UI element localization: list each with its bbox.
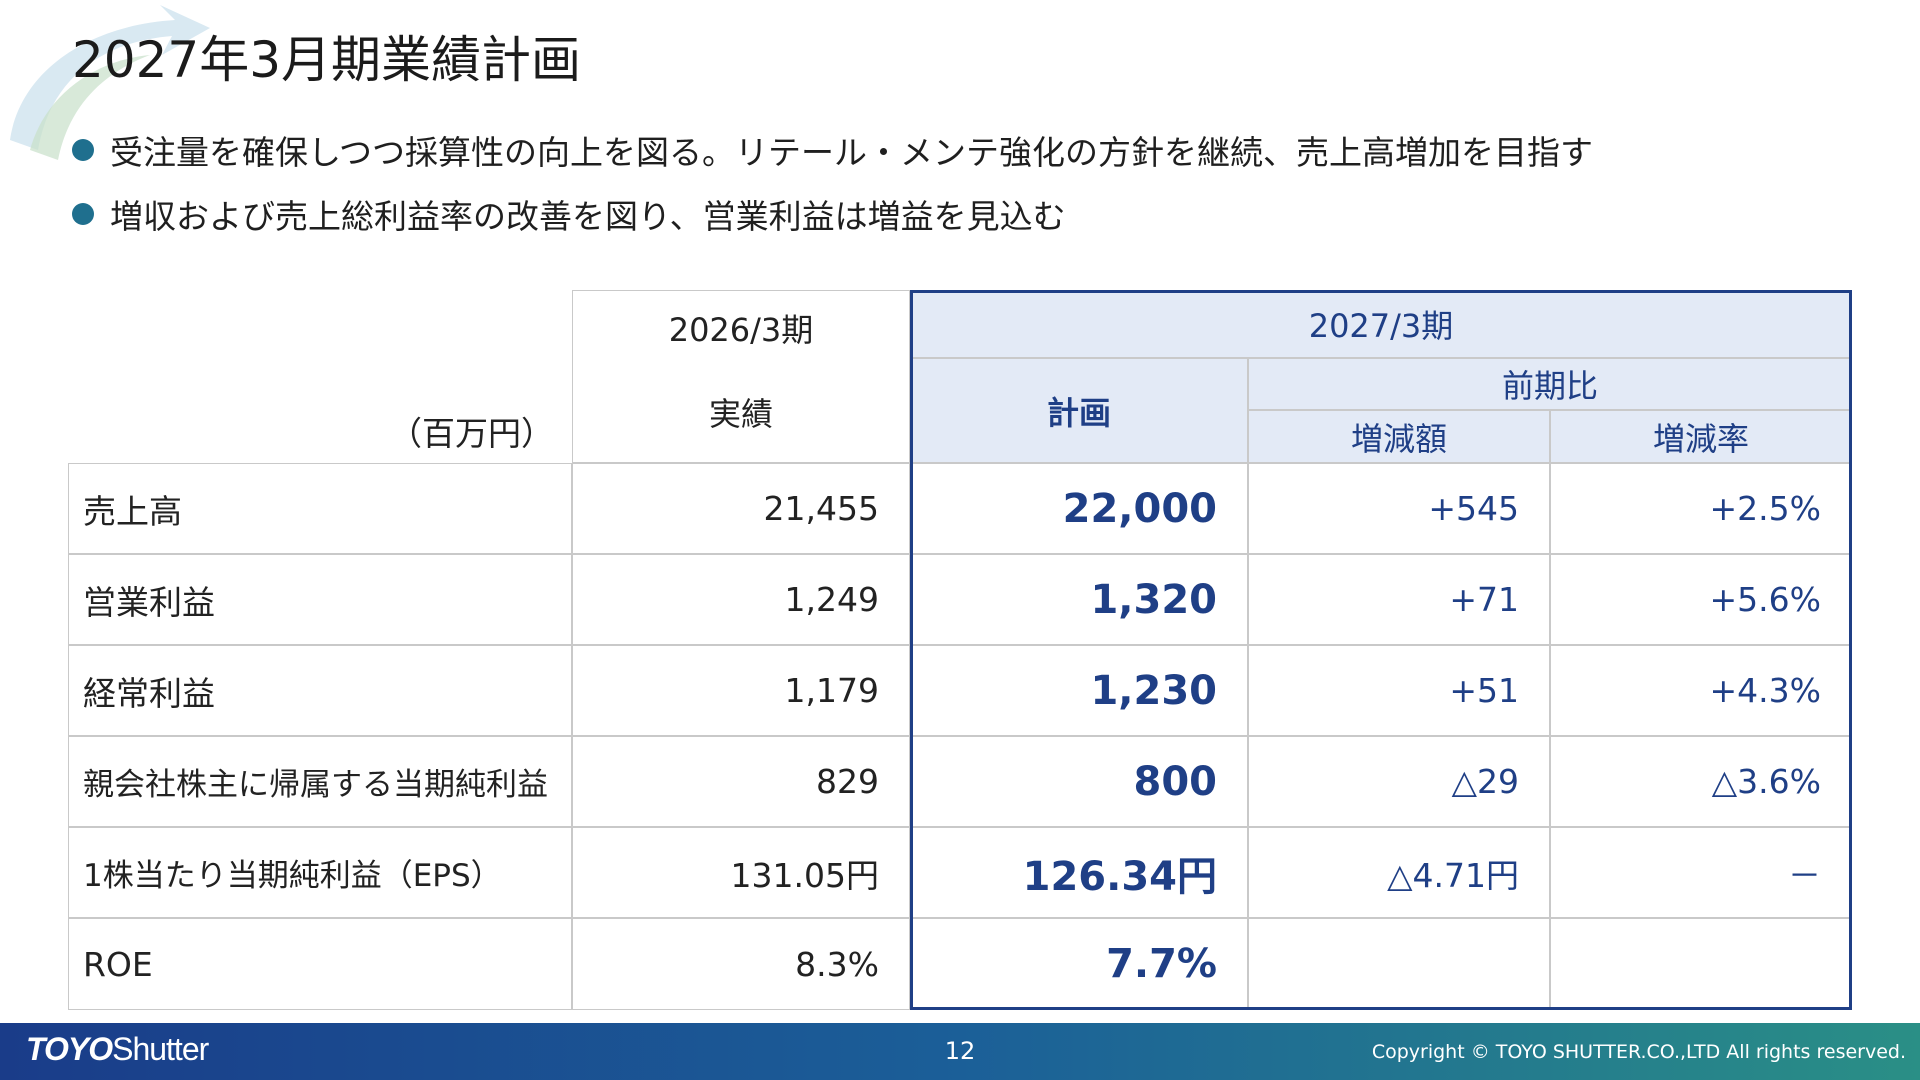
actual-cell: 1,179 — [572, 645, 910, 736]
plan-cell: 22,000 — [910, 463, 1248, 554]
bullet-text: 増収および売上総利益率の改善を図り、営業利益は増益を見込む — [110, 197, 1066, 236]
curr-period-label: 2027/3期 — [910, 290, 1852, 358]
change-cell: +545 — [1248, 463, 1550, 554]
plan-cell: 7.7% — [910, 918, 1248, 1010]
row-label: 営業利益 — [68, 554, 572, 645]
logo-text-rest: Shutter — [112, 1031, 209, 1067]
row-label: ROE — [68, 918, 572, 1010]
row-label: 経常利益 — [68, 645, 572, 736]
row-label: 売上高 — [68, 463, 572, 554]
logo-text-bold: TOYO — [26, 1031, 113, 1067]
footer-bar: TOYOShutter 12 Copyright © TOYO SHUTTER.… — [0, 1023, 1920, 1080]
rate-header: 増減率 — [1550, 410, 1852, 463]
plan-cell: 1,320 — [910, 554, 1248, 645]
rate-cell: △3.6% — [1550, 736, 1852, 827]
change-cell: △29 — [1248, 736, 1550, 827]
plan-cell: 126.34円 — [910, 827, 1248, 918]
row-label: 親会社株主に帰属する当期純利益 — [68, 736, 572, 827]
page-number: 12 — [944, 1037, 976, 1065]
copyright-text: Copyright © TOYO SHUTTER.CO.,LTD All rig… — [1371, 1041, 1906, 1063]
swoosh-decoration — [10, 5, 210, 160]
actual-cell: 1,249 — [572, 554, 910, 645]
change-header: 増減額 — [1248, 410, 1550, 463]
bullet-text: 受注量を確保しつつ採算性の向上を図る。リテール・メンテ強化の方針を継続、売上高増… — [110, 133, 1594, 172]
change-cell: +71 — [1248, 554, 1550, 645]
rate-cell — [1550, 918, 1852, 1010]
plan-cell: 800 — [910, 736, 1248, 827]
prev-sub-label: 実績 — [708, 395, 773, 433]
yoy-header: 前期比 — [1248, 358, 1852, 410]
actual-cell: 8.3% — [572, 918, 910, 1010]
rate-cell: +5.6% — [1550, 554, 1852, 645]
unit-label: （百万円） — [389, 414, 554, 453]
header-prev-period: 2026/3期 実績 — [572, 290, 910, 463]
page-title: 2027年3月期業績計画 — [72, 31, 582, 89]
bullet-item: 増収および売上総利益率の改善を図り、営業利益は増益を見込む — [72, 182, 1593, 246]
actual-cell: 21,455 — [572, 463, 910, 554]
change-cell — [1248, 918, 1550, 1010]
row-label: 1株当たり当期純利益（EPS） — [68, 827, 572, 918]
change-cell: +51 — [1248, 645, 1550, 736]
bullet-list: 受注量を確保しつつ採算性の向上を図る。リテール・メンテ強化の方針を継続、売上高増… — [72, 118, 1593, 246]
plan-cell: 1,230 — [910, 645, 1248, 736]
rate-cell: +4.3% — [1550, 645, 1852, 736]
change-cell: △4.71円 — [1248, 827, 1550, 918]
actual-cell: 131.05円 — [572, 827, 910, 918]
rate-cell: － — [1550, 827, 1852, 918]
actual-cell: 829 — [572, 736, 910, 827]
prev-period-label: 2026/3期 — [668, 311, 814, 349]
bullet-dot-icon — [72, 203, 94, 225]
plan-header: 計画 — [910, 358, 1248, 463]
rate-cell: +2.5% — [1550, 463, 1852, 554]
company-logo: TOYOShutter — [26, 1031, 209, 1068]
bullet-item: 受注量を確保しつつ採算性の向上を図る。リテール・メンテ強化の方針を継続、売上高増… — [72, 118, 1593, 182]
bullet-dot-icon — [72, 139, 94, 161]
